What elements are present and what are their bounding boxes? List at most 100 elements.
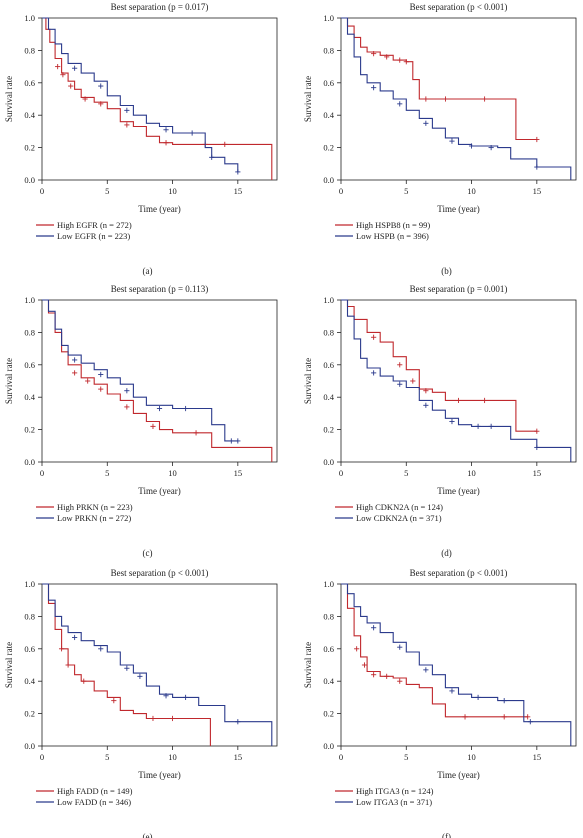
- censor-mark: [475, 423, 481, 429]
- survival-curve-high: [42, 17, 273, 180]
- y-tick-label: 0.0: [323, 741, 334, 751]
- censor-mark: [534, 428, 540, 434]
- y-tick-label: 1.0: [323, 13, 334, 23]
- chart-title: Best separation (p = 0.017): [111, 2, 209, 12]
- censor-mark: [527, 719, 533, 725]
- y-axis-label: Survival rate: [4, 76, 14, 122]
- x-tick-label: 10: [467, 752, 476, 762]
- censor-mark: [98, 83, 104, 89]
- panel-b: Best separation (p < 0.001) 0.0 0.2 0.4 0.6 0…: [303, 2, 577, 276]
- survival-curve-high: [341, 299, 537, 432]
- legend-label: Low FADD (n = 346): [57, 797, 131, 807]
- censor-mark: [449, 138, 455, 144]
- y-tick-label: 1.0: [24, 579, 35, 589]
- y-tick-label: 0.0: [24, 175, 35, 185]
- censor-mark: [98, 646, 104, 652]
- plot-frame: [340, 17, 577, 181]
- x-tick-label: 15: [533, 468, 542, 478]
- censor-mark: [488, 423, 494, 429]
- y-tick-label: 0.4: [24, 110, 35, 120]
- survival-curve-high: [341, 17, 537, 141]
- y-tick-label: 0.6: [323, 78, 334, 88]
- survival-curve-high: [42, 299, 273, 462]
- y-tick-label: 0.8: [24, 611, 35, 621]
- legend-label: High CDKN2A (n = 124): [356, 502, 443, 512]
- chart-title: Best separation (p < 0.001): [410, 2, 508, 12]
- censor-mark: [423, 388, 429, 394]
- censor-mark: [85, 378, 91, 384]
- x-axis-label: Time (year): [437, 486, 479, 496]
- censor-mark: [501, 698, 507, 704]
- y-tick-label: 0.8: [323, 327, 334, 337]
- censor-mark: [397, 678, 403, 684]
- y-tick-label: 0.8: [323, 45, 334, 55]
- censor-mark: [163, 693, 169, 699]
- censor-mark: [183, 694, 189, 700]
- x-tick-label: 5: [404, 468, 408, 478]
- censor-mark: [384, 673, 390, 679]
- y-tick-label: 0.6: [24, 360, 35, 370]
- x-tick-label: 0: [339, 752, 343, 762]
- censor-mark: [397, 381, 403, 387]
- y-tick-label: 0.4: [323, 110, 334, 120]
- x-tick-label: 15: [533, 752, 542, 762]
- censor-mark: [222, 141, 228, 147]
- survival-curve-high: [42, 583, 211, 746]
- panel-c: Best separation (p = 0.113) 0.0 0.2 0.4 0.6 0…: [4, 284, 278, 558]
- censor-mark: [397, 362, 403, 368]
- censor-mark: [423, 96, 429, 102]
- y-tick-label: 1.0: [24, 13, 35, 23]
- legend-label: Low EGFR (n = 223): [57, 231, 130, 241]
- legend-label: High HSPB8 (n = 99): [356, 220, 430, 230]
- panel-label: (a): [143, 266, 153, 276]
- x-tick-label: 10: [467, 468, 476, 478]
- y-tick-label: 0.0: [24, 457, 35, 467]
- censor-mark: [68, 83, 74, 89]
- censor-mark: [475, 694, 481, 700]
- censor-mark: [468, 143, 475, 149]
- censor-mark: [98, 386, 104, 392]
- y-tick-label: 0.0: [24, 741, 35, 751]
- panel-a: Best separation (p = 0.017) 0.0 0.2 0.4 0.6 0…: [4, 2, 278, 276]
- censor-mark: [371, 85, 377, 91]
- censor-mark: [124, 388, 130, 394]
- x-tick-label: 5: [105, 468, 109, 478]
- censor-mark: [423, 402, 429, 408]
- panel-label: (b): [441, 266, 452, 276]
- censor-mark: [410, 378, 416, 384]
- censor-mark: [58, 646, 65, 652]
- censor-mark: [361, 662, 368, 668]
- y-tick-label: 0.2: [24, 143, 35, 153]
- plot-frame: [340, 583, 577, 747]
- censor-mark: [403, 59, 409, 65]
- y-tick-label: 1.0: [323, 579, 334, 589]
- y-tick-label: 1.0: [24, 295, 35, 305]
- legend-label: High FADD (n = 149): [57, 786, 133, 796]
- x-axis-label: Time (year): [138, 486, 180, 496]
- legend-label: High PRKN (n = 223): [57, 502, 133, 512]
- y-tick-label: 0.2: [24, 709, 35, 719]
- censor-mark: [124, 107, 130, 113]
- censor-mark: [137, 673, 143, 679]
- censor-mark: [189, 130, 195, 136]
- x-axis-label: Time (year): [437, 770, 479, 780]
- survival-curve-low: [42, 17, 239, 172]
- plot-frame: [41, 299, 278, 463]
- x-tick-label: 0: [40, 186, 44, 196]
- legend-label: Low ITGA3 (n = 371): [356, 797, 432, 807]
- y-axis-label: Survival rate: [303, 76, 313, 122]
- censor-mark: [442, 96, 449, 102]
- x-axis-label: Time (year): [437, 204, 479, 214]
- panel-label: (e): [143, 832, 153, 838]
- survival-curve-low: [341, 299, 572, 462]
- censor-mark: [488, 145, 494, 151]
- censor-mark: [183, 405, 189, 412]
- y-tick-label: 0.4: [323, 392, 334, 402]
- plot-frame: [41, 583, 278, 747]
- censor-mark: [82, 96, 88, 102]
- censor-mark: [455, 397, 462, 404]
- legend-label: High ITGA3 (n = 124): [356, 786, 434, 796]
- panel-f: Best separation (p < 0.001) 0.0 0.2 0.4 0.6 0…: [303, 568, 577, 838]
- censor-mark: [81, 678, 87, 684]
